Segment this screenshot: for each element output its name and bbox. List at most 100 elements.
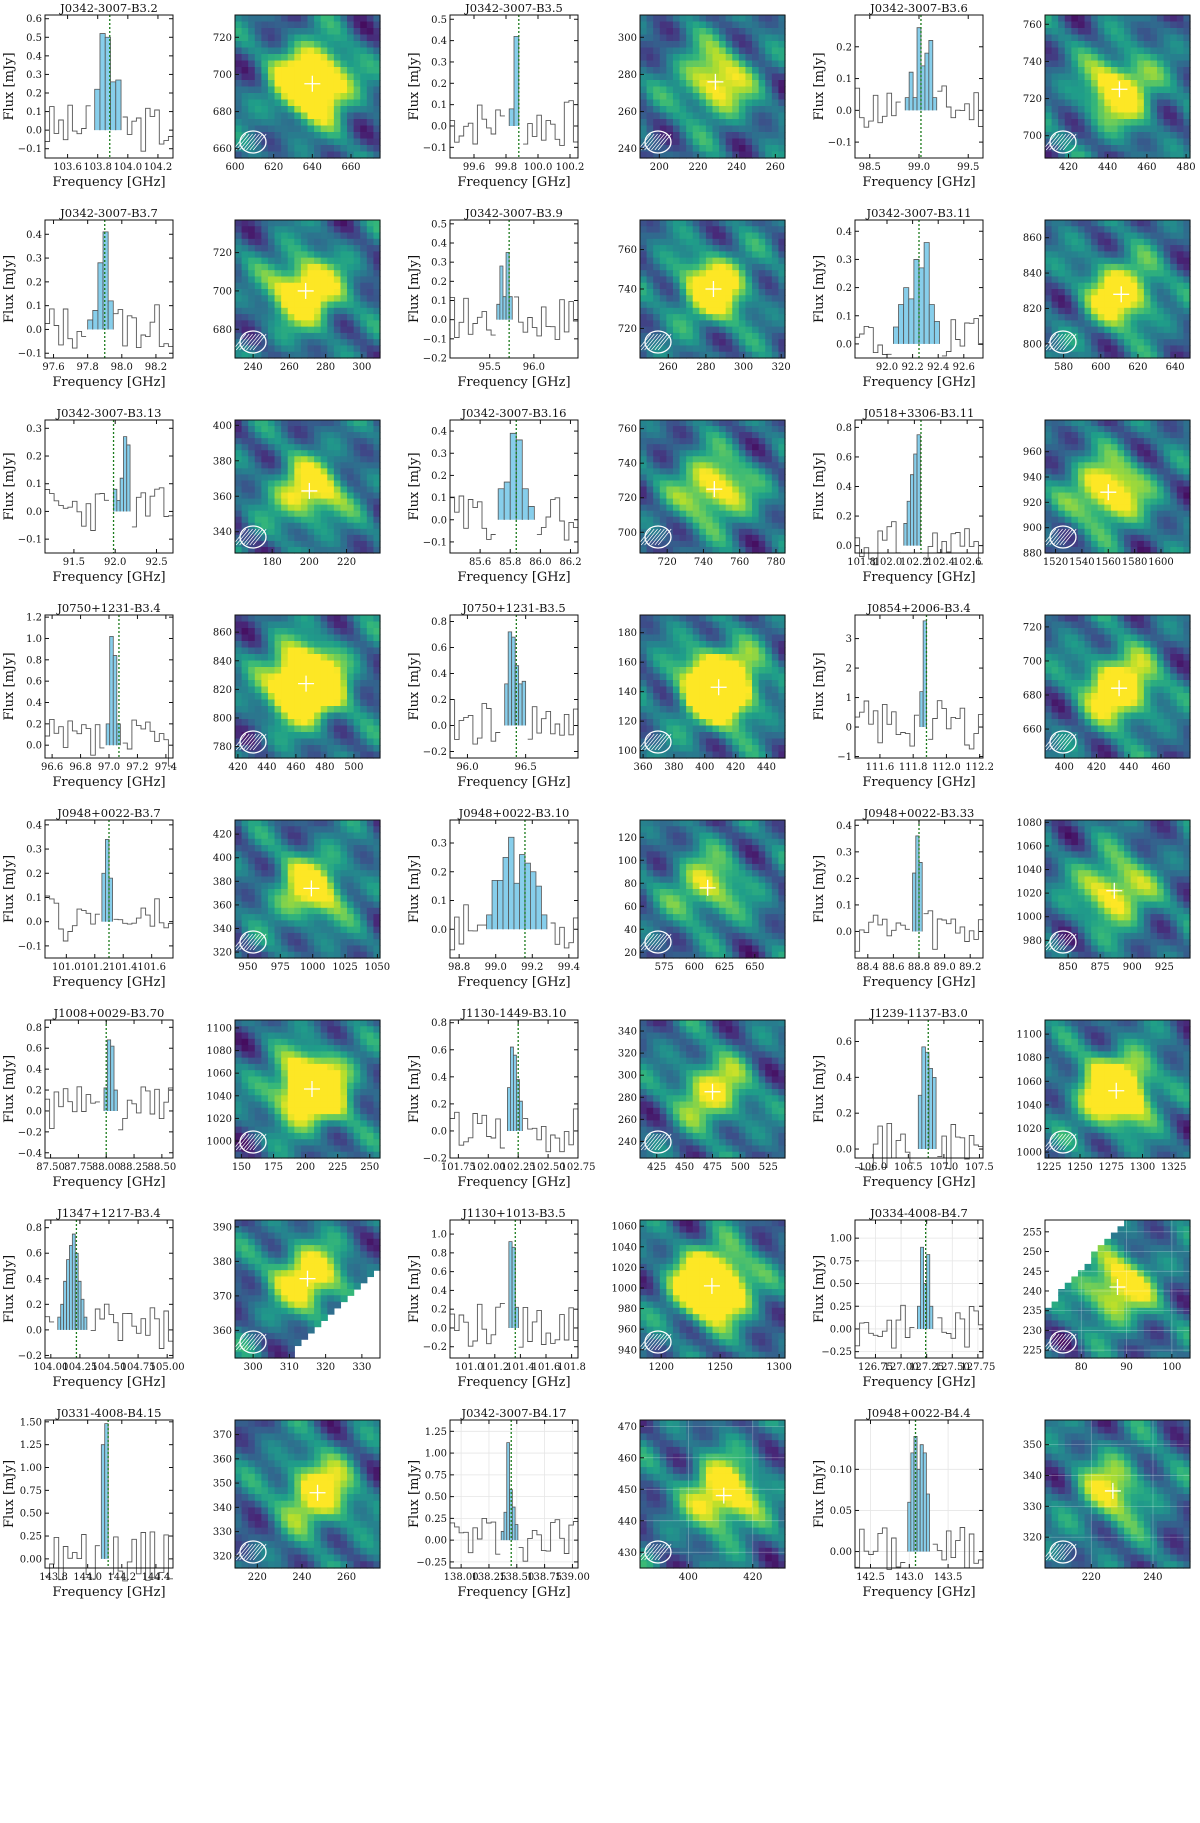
image-pixel [366, 238, 375, 246]
image-pixel [333, 220, 342, 227]
image-pixel [771, 540, 780, 548]
x-tick-label: 102.6 [953, 557, 982, 568]
image-pixel [267, 522, 276, 530]
image-pixel [1091, 106, 1099, 114]
image-pixel [1143, 289, 1152, 296]
image-pixel [1137, 21, 1145, 29]
image-pixel [699, 474, 707, 482]
image-pixel [347, 41, 355, 49]
image-pixel [1064, 444, 1072, 451]
image-pixel [679, 486, 687, 494]
image-pixel [1077, 21, 1086, 29]
y-tick-label: 0.4 [431, 36, 447, 47]
x-tick-label: 100.2 [556, 162, 585, 173]
image-pixel [712, 232, 720, 240]
image-pixel [1150, 345, 1158, 353]
line-channel [928, 40, 933, 111]
image-pixel [765, 289, 773, 296]
image-y-tick-label: 380 [213, 456, 232, 467]
image-pixel [287, 468, 295, 476]
image-pixel [653, 332, 661, 340]
image-pixel [366, 534, 375, 542]
image-pixel [640, 351, 648, 359]
image-pixel [659, 332, 667, 340]
image-pixel [1064, 67, 1072, 75]
image-pixel [672, 132, 681, 140]
image-pixel [646, 251, 654, 259]
image-pixel [340, 28, 348, 36]
image-pixel [686, 546, 694, 554]
image-pixel [1104, 351, 1112, 359]
image-pixel [666, 295, 674, 303]
image-pixel [738, 34, 747, 42]
image-pixel [347, 438, 355, 445]
image-pixel [274, 332, 282, 340]
beam-hatch [239, 528, 253, 546]
image-pixel [719, 504, 727, 512]
image-pixel [758, 301, 766, 309]
image-pixel [738, 289, 747, 296]
image-pixel [373, 238, 381, 246]
image-pixel [686, 510, 694, 518]
image-pixel [686, 21, 694, 29]
image-pixel [353, 516, 361, 524]
image-pixel [1176, 28, 1185, 36]
image-pixel [712, 339, 720, 347]
image-pixel [373, 270, 381, 278]
image-pixel [1077, 151, 1086, 159]
image-pixel [1110, 492, 1119, 500]
image-pixel [347, 15, 355, 23]
image-pixel [1071, 456, 1079, 463]
image-pixel [705, 151, 714, 159]
image-pixel [248, 282, 256, 290]
image-pixel [1124, 220, 1132, 227]
image-pixel [738, 276, 747, 284]
image-pixel [1157, 73, 1165, 81]
image-pixel [692, 245, 700, 252]
image-pixel [360, 438, 368, 445]
beam-hatch [654, 133, 669, 151]
image-pixel [1130, 125, 1138, 133]
image-pixel [1091, 276, 1099, 284]
image-pixel [300, 226, 309, 234]
image-pixel [248, 270, 256, 278]
image-pixel [254, 522, 262, 530]
image-pixel [1110, 326, 1119, 334]
image-pixel [1084, 289, 1092, 296]
image-pixel [738, 426, 747, 433]
beam-hatch [235, 133, 250, 151]
image-pixel [281, 295, 289, 303]
image-pixel [771, 41, 780, 49]
image-pixel [267, 132, 276, 140]
image-pixel [699, 432, 707, 439]
image-pixel [274, 492, 282, 500]
image-pixel [327, 257, 335, 265]
image-pixel [653, 314, 661, 321]
image-pixel [1124, 528, 1132, 536]
image-pixel [314, 138, 322, 146]
image-pixel [261, 522, 269, 530]
image-pixel [738, 307, 747, 315]
image-pixel [692, 132, 700, 140]
image-pixel [699, 332, 707, 340]
image-pixel [320, 282, 328, 290]
image-pixel [719, 232, 727, 240]
image-pixel [719, 238, 727, 246]
image-pixel [1157, 151, 1165, 159]
image-pixel [653, 540, 661, 548]
image-pixel [1045, 15, 1053, 23]
image-pixel [1143, 468, 1152, 476]
y-tick-label: 0.2 [836, 42, 852, 53]
image-pixel [241, 468, 249, 476]
image-pixel [366, 528, 375, 536]
image-pixel [712, 468, 720, 476]
image-pixel [659, 426, 667, 433]
image-pixel [373, 480, 381, 488]
image-pixel [725, 220, 733, 227]
image-pixel [327, 462, 335, 469]
image-pixel [320, 546, 328, 554]
image-pixel [274, 546, 282, 554]
image-pixel [1137, 351, 1145, 359]
image-pixel [1084, 438, 1092, 445]
image-pixel [1130, 251, 1138, 259]
